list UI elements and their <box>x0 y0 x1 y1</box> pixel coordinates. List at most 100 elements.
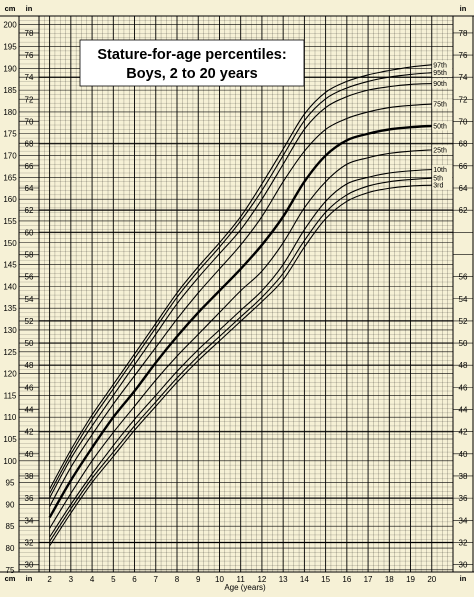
cm-tick-label: 190 <box>3 64 17 73</box>
percentile-label-bg <box>432 79 453 89</box>
cm-tick-label: 105 <box>3 435 17 444</box>
in-tick-label-right: 56 <box>459 273 468 282</box>
in-tick-label-right: 50 <box>459 339 468 348</box>
cm-tick-label: 95 <box>6 479 15 488</box>
in-tick-label-left: 52 <box>25 317 34 326</box>
cm-tick-label: 150 <box>3 239 17 248</box>
percentile-line-90th <box>49 83 432 499</box>
in-tick-label-left: 36 <box>25 494 34 503</box>
cm-axis-strip <box>0 0 19 597</box>
cm-tick-label: 160 <box>3 195 17 204</box>
percentile-label-50th: 50th <box>433 123 447 130</box>
in-tick-label-right: 76 <box>459 51 468 60</box>
in-tick-label-left: 38 <box>25 472 34 481</box>
percentile-line-25th <box>49 149 432 529</box>
cm-tick-label: 90 <box>6 500 15 509</box>
cm-tick-label: 110 <box>4 413 17 422</box>
percentile-label-3rd: 3rd <box>433 183 443 190</box>
cm-tick-label: 165 <box>3 173 17 182</box>
x-tick-label: 9 <box>196 575 201 584</box>
in-tick-label-right: 40 <box>459 450 468 459</box>
in-tick-label-left: 44 <box>25 406 34 415</box>
x-tick-label: 12 <box>257 575 266 584</box>
x-tick-label: 19 <box>406 575 415 584</box>
in-tick-label-left: 76 <box>25 51 34 60</box>
percentile-label-bg <box>432 68 453 78</box>
x-tick-label: 16 <box>342 575 351 584</box>
in-tick-label-left: 40 <box>25 450 34 459</box>
in-tick-label-right: 68 <box>459 140 468 149</box>
percentile-label-bg <box>432 145 453 155</box>
x-tick-label: 18 <box>385 575 394 584</box>
in-tick-label-left: 56 <box>25 273 34 282</box>
cm-tick-label: 140 <box>3 282 17 291</box>
chart-title-line1: Stature-for-age percentiles: <box>97 47 286 63</box>
in-tick-label-right: 34 <box>459 516 468 525</box>
cm-tick-label: 80 <box>6 544 15 553</box>
in-tick-label-right: 70 <box>459 118 468 127</box>
x-tick-label: 5 <box>111 575 116 584</box>
cm-tick-label: 115 <box>4 391 17 400</box>
percentile-label-bg <box>432 180 453 190</box>
cm-tick-label: 100 <box>3 457 17 466</box>
percentile-line-95th <box>49 72 432 494</box>
percentile-label-10th: 10th <box>433 167 447 174</box>
percentile-label-25th: 25th <box>433 147 447 154</box>
in-tick-label-left: 42 <box>25 428 34 437</box>
unit-in-bottom-left: in <box>26 574 33 583</box>
in-tick-label-left: 72 <box>25 95 34 104</box>
cm-tick-label: 195 <box>3 43 17 52</box>
in-tick-label-left: 74 <box>25 73 34 82</box>
percentile-line-5th <box>49 177 432 542</box>
x-tick-label: 3 <box>69 575 74 584</box>
in-tick-label-left: 70 <box>25 118 34 127</box>
x-tick-label: 7 <box>154 575 159 584</box>
cm-tick-label: 135 <box>3 304 17 313</box>
x-tick-label: 14 <box>300 575 309 584</box>
percentile-label-bg <box>432 164 453 174</box>
cm-tick-label: 120 <box>3 370 17 379</box>
in-tick-label-right: 48 <box>459 361 468 370</box>
in-tick-label-right: 64 <box>459 184 468 193</box>
in-tick-label-left: 32 <box>25 538 34 547</box>
in-tick-label-right: 42 <box>459 428 468 437</box>
percentile-line-10th <box>49 168 432 538</box>
in-tick-label-left: 62 <box>25 206 34 215</box>
x-tick-label: 17 <box>364 575 373 584</box>
x-axis-label: Age (years) <box>224 583 266 592</box>
cm-tick-label: 75 <box>6 566 15 575</box>
percentile-label-90th: 90th <box>433 81 447 88</box>
in-tick-label-right: 52 <box>459 317 468 326</box>
percentile-label-bg <box>432 121 453 131</box>
in-tick-label-left: 50 <box>25 339 34 348</box>
in-tick-label-right: 44 <box>459 406 468 415</box>
percentile-label-bg <box>432 173 453 183</box>
chart-title-line2: Boys, 2 to 20 years <box>126 66 257 82</box>
x-tick-label: 8 <box>175 575 180 584</box>
percentile-line-3rd <box>49 184 432 547</box>
in-tick-label-right: 38 <box>459 472 468 481</box>
in-tick-label-left: 54 <box>25 295 34 304</box>
percentile-label-95th: 95th <box>433 70 447 77</box>
percentile-line-75th <box>49 103 432 507</box>
percentile-label-97th: 97th <box>433 62 447 69</box>
percentile-label-bg <box>432 99 453 109</box>
in-tick-label-right: 36 <box>459 494 468 503</box>
x-tick-label: 13 <box>279 575 288 584</box>
in-tick-label-left: 58 <box>25 250 34 259</box>
x-tick-label: 2 <box>47 575 52 584</box>
x-tick-label: 11 <box>237 575 246 584</box>
cm-tick-label: 125 <box>3 348 17 357</box>
in-tick-label-left: 60 <box>25 228 34 237</box>
percentile-lines <box>48 64 432 547</box>
in-tick-label-right: 30 <box>459 561 468 570</box>
in-tick-label-left: 66 <box>25 162 34 171</box>
in-tick-label-right: 62 <box>459 206 468 215</box>
x-tick-label: 4 <box>90 575 95 584</box>
in-tick-label-right: 78 <box>459 29 468 38</box>
in-tick-label-left: 30 <box>25 561 34 570</box>
unit-cm-top: cm <box>5 4 16 13</box>
in-tick-label-right: 72 <box>459 95 468 104</box>
